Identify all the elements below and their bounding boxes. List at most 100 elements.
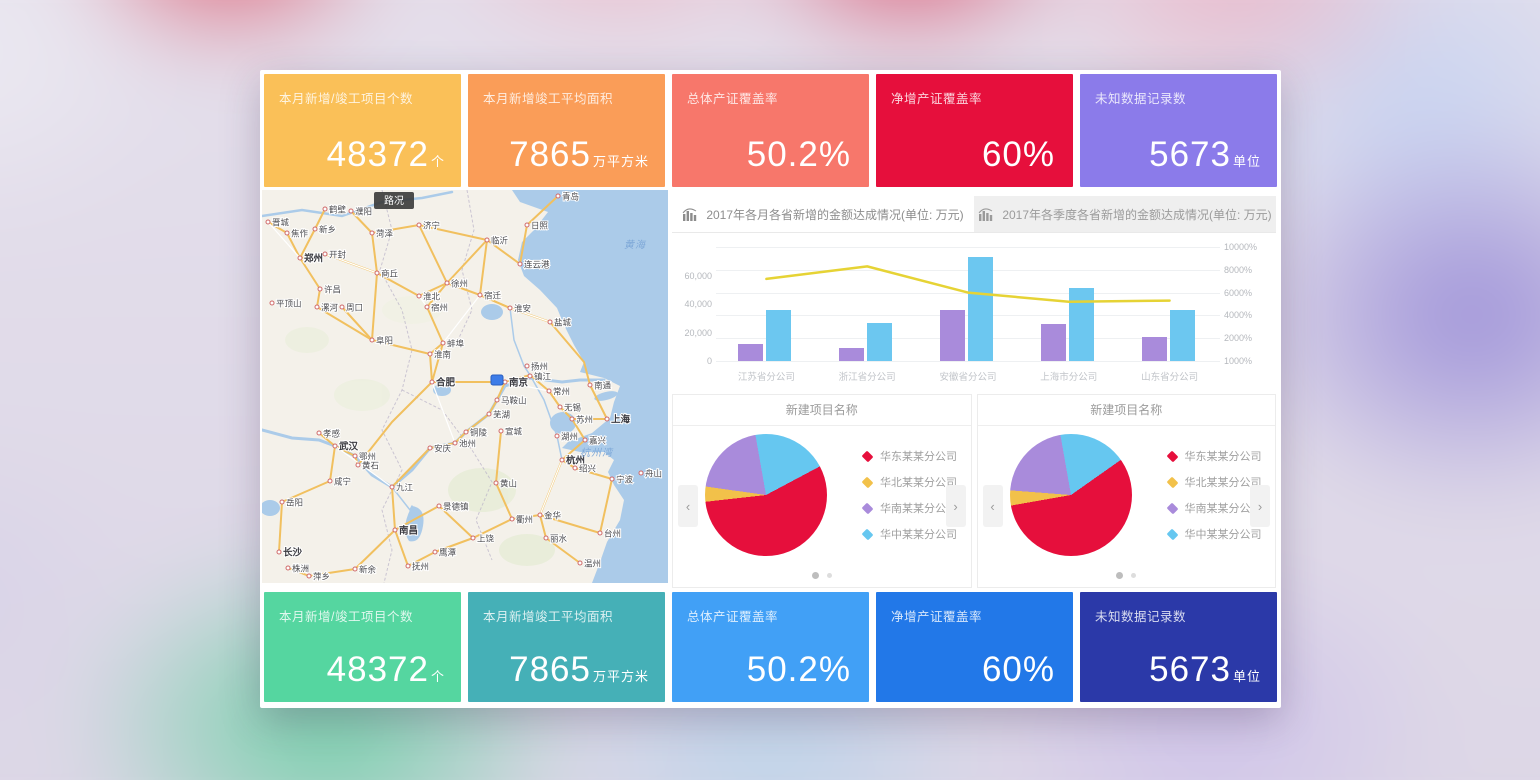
city-marker[interactable] bbox=[265, 219, 271, 225]
map-location-marker[interactable] bbox=[490, 374, 504, 386]
legend-item[interactable]: 华中某某分公司 bbox=[1166, 526, 1262, 542]
bar-达成金额[interactable] bbox=[867, 322, 893, 361]
tab-quarterly-amount[interactable]: 2017年各季度各省新增的金额达成情况(单位: 万元) bbox=[974, 196, 1276, 232]
city-marker[interactable] bbox=[587, 382, 593, 388]
city-marker[interactable] bbox=[546, 388, 552, 394]
carousel-prev-button[interactable]: ‹ bbox=[982, 485, 1003, 527]
city-marker[interactable] bbox=[638, 470, 644, 476]
legend-item[interactable]: 华南某某分公司 bbox=[861, 500, 957, 516]
city-marker[interactable] bbox=[424, 304, 430, 310]
city-marker[interactable] bbox=[429, 379, 435, 385]
city-marker[interactable] bbox=[440, 340, 446, 346]
carousel-prev-button[interactable]: ‹ bbox=[678, 485, 698, 527]
carousel-next-button[interactable]: › bbox=[1250, 485, 1270, 527]
city-marker[interactable] bbox=[405, 563, 411, 569]
dot-idle[interactable] bbox=[1131, 573, 1137, 578]
city-marker[interactable] bbox=[484, 237, 490, 243]
city-marker[interactable] bbox=[416, 293, 422, 299]
city-marker[interactable] bbox=[444, 280, 450, 286]
legend-item[interactable]: 华东某某分公司 bbox=[1166, 448, 1262, 464]
city-marker[interactable] bbox=[327, 478, 333, 484]
city-marker[interactable] bbox=[316, 430, 322, 436]
legend-item[interactable]: 华南某某分公司 bbox=[1166, 500, 1262, 516]
bar-新增金额[interactable] bbox=[1141, 336, 1167, 361]
city-marker[interactable] bbox=[284, 230, 290, 236]
city-marker[interactable] bbox=[389, 484, 395, 490]
city-marker[interactable] bbox=[352, 453, 358, 459]
city-marker[interactable] bbox=[348, 208, 354, 214]
city-marker[interactable] bbox=[314, 304, 320, 310]
bar-达成金额[interactable] bbox=[1068, 288, 1094, 361]
city-marker[interactable] bbox=[416, 222, 422, 228]
city-marker[interactable] bbox=[509, 516, 515, 522]
city-marker[interactable] bbox=[554, 433, 560, 439]
bar-新增金额[interactable] bbox=[738, 343, 764, 361]
city-marker[interactable] bbox=[392, 527, 398, 533]
city-marker[interactable] bbox=[609, 476, 615, 482]
city-marker[interactable] bbox=[524, 222, 530, 228]
carousel-next-button[interactable]: › bbox=[945, 485, 966, 527]
bar-达成金额[interactable] bbox=[766, 309, 792, 361]
dot-active[interactable] bbox=[811, 572, 819, 579]
legend-item[interactable]: 华北某某分公司 bbox=[861, 474, 957, 490]
bar-新增金额[interactable] bbox=[939, 309, 965, 361]
city-marker[interactable] bbox=[537, 512, 543, 518]
pie-chart[interactable] bbox=[1009, 434, 1132, 556]
pie-chart[interactable] bbox=[705, 434, 827, 556]
city-marker[interactable] bbox=[306, 573, 312, 579]
city-marker[interactable] bbox=[597, 530, 603, 536]
city-marker[interactable] bbox=[369, 230, 375, 236]
legend-item[interactable]: 华中某某分公司 bbox=[861, 526, 957, 542]
city-marker[interactable] bbox=[452, 440, 458, 446]
city-marker[interactable] bbox=[543, 535, 549, 541]
city-marker[interactable] bbox=[572, 465, 578, 471]
city-marker[interactable] bbox=[517, 261, 523, 267]
city-marker[interactable] bbox=[432, 549, 438, 555]
city-marker[interactable] bbox=[427, 351, 433, 357]
city-marker[interactable] bbox=[470, 535, 476, 541]
bar-达成金额[interactable] bbox=[967, 256, 993, 361]
legend-item[interactable]: 华北某某分公司 bbox=[1166, 474, 1262, 490]
city-marker[interactable] bbox=[269, 300, 275, 306]
city-marker[interactable] bbox=[436, 503, 442, 509]
city-marker[interactable] bbox=[494, 397, 500, 403]
city-marker[interactable] bbox=[279, 499, 285, 505]
city-marker[interactable] bbox=[352, 566, 358, 572]
legend-item[interactable]: 华东某某分公司 bbox=[861, 448, 957, 464]
city-marker[interactable] bbox=[322, 206, 328, 212]
city-marker[interactable] bbox=[477, 292, 483, 298]
tab-monthly-amount[interactable]: 2017年各月各省新增的金额达成情况(单位: 万元) bbox=[672, 196, 974, 232]
city-marker[interactable] bbox=[547, 319, 553, 325]
dot-idle[interactable] bbox=[826, 573, 832, 578]
bar-新增金额[interactable] bbox=[1040, 323, 1066, 361]
bar-新增金额[interactable] bbox=[839, 348, 865, 361]
city-marker[interactable] bbox=[339, 304, 345, 310]
region-map[interactable]: 晋城 焦作 新乡 鹤壁 濮阳 菏泽 济宁 郑州 开封 商丘 徐州 淮北 宿州 许昌 平顶山 漯河 周口 临沂 日照 青… bbox=[262, 190, 668, 583]
map-traffic-button[interactable]: 路况 bbox=[374, 192, 414, 209]
city-marker[interactable] bbox=[524, 363, 530, 369]
city-marker[interactable] bbox=[276, 549, 282, 555]
city-marker[interactable] bbox=[332, 443, 338, 449]
city-marker[interactable] bbox=[285, 565, 291, 571]
city-marker[interactable] bbox=[427, 445, 433, 451]
city-marker[interactable] bbox=[559, 457, 565, 463]
city-marker[interactable] bbox=[374, 270, 380, 276]
city-marker[interactable] bbox=[493, 480, 499, 486]
city-marker[interactable] bbox=[527, 373, 533, 379]
city-marker[interactable] bbox=[312, 226, 318, 232]
city-marker[interactable] bbox=[557, 404, 563, 410]
city-marker[interactable] bbox=[604, 416, 610, 422]
city-marker[interactable] bbox=[322, 251, 328, 257]
city-marker[interactable] bbox=[502, 379, 508, 385]
city-marker[interactable] bbox=[582, 437, 588, 443]
dot-active[interactable] bbox=[1116, 572, 1124, 579]
city-marker[interactable] bbox=[355, 462, 361, 468]
city-marker[interactable] bbox=[297, 255, 303, 261]
city-marker[interactable] bbox=[555, 193, 561, 199]
city-marker[interactable] bbox=[317, 286, 323, 292]
city-marker[interactable] bbox=[498, 428, 504, 434]
city-marker[interactable] bbox=[577, 560, 583, 566]
bar-达成金额[interactable] bbox=[1169, 309, 1195, 361]
city-marker[interactable] bbox=[486, 411, 492, 417]
city-marker[interactable] bbox=[463, 429, 469, 435]
